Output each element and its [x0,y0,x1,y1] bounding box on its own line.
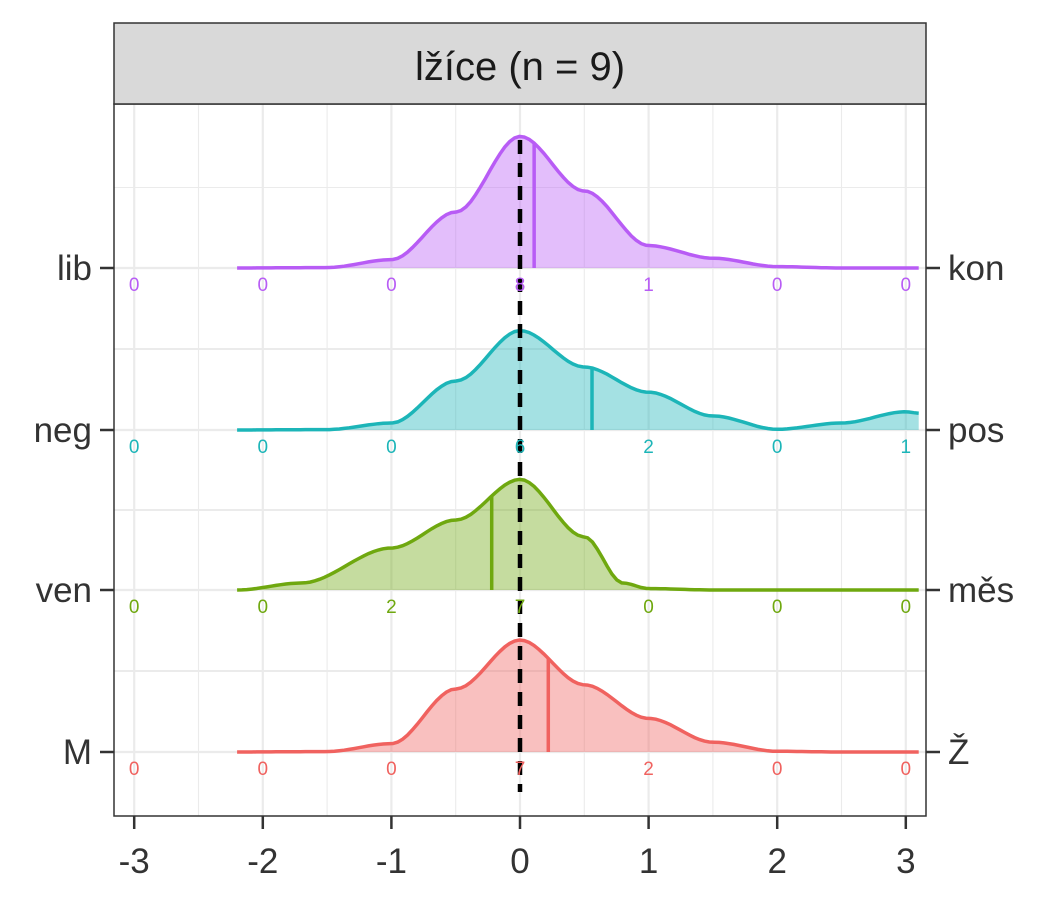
count-label: 1 [901,437,912,458]
count-label: 2 [386,597,397,618]
density-line [237,328,919,432]
count-label: 0 [386,759,397,780]
count-label: 0 [258,275,269,296]
x-tick-label: -1 [376,842,407,881]
density-area [237,640,919,752]
count-label: 0 [901,597,912,618]
count-label: 0 [129,275,140,296]
count-label: 0 [258,597,269,618]
y-label-left-neg: neg [34,411,92,450]
x-tick-label: -2 [247,842,278,881]
y-label-right-kon: kon [948,249,1004,288]
count-label: 0 [129,759,140,780]
count-label: 0 [772,759,783,780]
chart-title: lžíce (n = 9) [415,45,625,89]
axes: lib kon neg pos ven měs M Ž -3 -2 -1 0 1 2 3 [34,249,1015,881]
y-label-right-Ž: Ž [948,733,969,772]
y-label-right-pos: pos [948,411,1004,450]
count-labels: 0 0 0 8 1 0 0 0 0 0 6 2 0 1 0 0 2 7 0 0 0 0 0 0 7 2 0 0 [129,275,911,780]
x-tick-label: 2 [767,842,786,881]
count-label: 0 [129,597,140,618]
ridge-neg [237,328,919,432]
count-label: 0 [258,437,269,458]
density-line [237,477,919,592]
y-label-left-lib: lib [57,249,92,288]
facet-strip: lžíce (n = 9) [113,22,927,105]
count-label: 7 [515,597,526,618]
strip-background [113,22,927,105]
count-label: 0 [772,597,783,618]
x-tick-label: 0 [510,842,529,881]
y-label-right-měs: měs [948,571,1014,610]
ridge-M [237,638,919,754]
x-tick-label: 1 [639,842,658,881]
count-label: 0 [643,597,654,618]
density-area [237,136,919,268]
y-label-left-ven: ven [36,571,92,610]
ridge-lib [237,134,919,270]
density-area [237,330,919,430]
count-label: 7 [515,759,526,780]
ridge-ven [237,477,919,592]
x-tick-label: -3 [119,842,150,881]
count-label: 6 [515,437,526,458]
count-label: 2 [643,759,654,780]
count-label: 0 [386,437,397,458]
count-label: 1 [643,275,654,296]
count-label: 0 [772,275,783,296]
count-label: 0 [901,759,912,780]
density-line [237,134,919,270]
count-label: 2 [643,437,654,458]
y-label-left-M: M [63,733,92,772]
count-label: 0 [901,275,912,296]
count-label: 8 [515,275,526,296]
count-label: 0 [258,759,269,780]
x-tick-label: 3 [896,842,915,881]
count-label: 0 [386,275,397,296]
ridges [237,134,919,754]
count-label: 0 [129,437,140,458]
density-line [237,638,919,754]
count-label: 0 [772,437,783,458]
density-area [237,479,919,590]
